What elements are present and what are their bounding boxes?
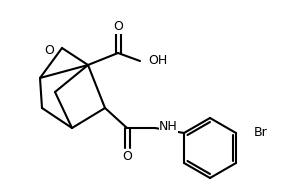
Text: Br: Br — [254, 126, 268, 139]
Text: O: O — [44, 43, 54, 56]
Text: OH: OH — [148, 55, 167, 68]
Text: O: O — [113, 21, 123, 34]
Text: NH: NH — [159, 120, 178, 133]
Text: O: O — [122, 150, 132, 163]
